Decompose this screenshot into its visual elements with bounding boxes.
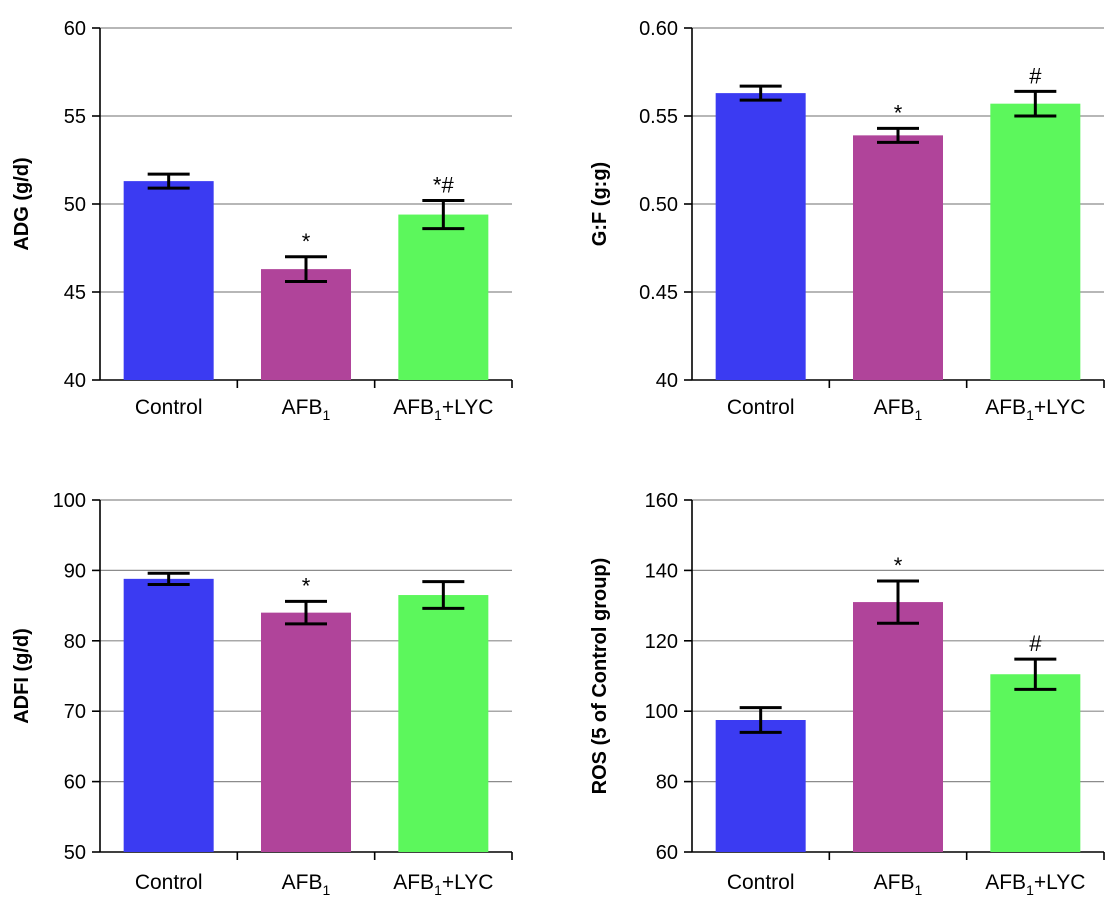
panel-ros: 60 80 100 120 140 160 ROS (5 of Control group)… bbox=[589, 490, 1105, 898]
category-name: AFB bbox=[282, 396, 323, 419]
category-suffix: +LYC bbox=[1034, 871, 1086, 894]
category-suffix: +LYC bbox=[442, 871, 494, 894]
y-axis-label: ROS (5 of Control group) bbox=[589, 558, 611, 795]
category-subscript: 1 bbox=[1026, 882, 1034, 898]
bar bbox=[123, 181, 214, 380]
x-category-label: Control bbox=[727, 396, 795, 419]
x-category-label: Control bbox=[135, 871, 203, 894]
y-tick-label: 55 bbox=[64, 106, 86, 128]
category-name: Control bbox=[727, 871, 795, 894]
y-tick-label: 120 bbox=[645, 631, 678, 653]
category-name: AFB bbox=[985, 396, 1026, 419]
significance-marker: # bbox=[1029, 63, 1042, 88]
bar bbox=[123, 578, 214, 852]
x-category-label: Control bbox=[135, 396, 203, 419]
category-name: AFB bbox=[874, 871, 915, 894]
y-tick-label: 70 bbox=[64, 701, 86, 723]
category-name: Control bbox=[135, 871, 203, 894]
x-category-label: Control bbox=[727, 871, 795, 894]
x-category-label: AFB1+LYC bbox=[393, 396, 493, 423]
category-name: AFB bbox=[985, 871, 1026, 894]
x-category-label: AFB1 bbox=[282, 871, 331, 898]
significance-marker: * bbox=[894, 553, 903, 578]
significance-marker: *# bbox=[433, 172, 455, 197]
y-tick-label: 80 bbox=[64, 631, 86, 653]
category-subscript: 1 bbox=[434, 882, 442, 898]
significance-marker: * bbox=[894, 100, 903, 125]
category-subscript: 1 bbox=[915, 407, 923, 423]
panel-gf: 400.450.500.550.60G:F (g:g)Control*AFB1#… bbox=[589, 18, 1105, 423]
bar bbox=[990, 674, 1081, 852]
x-category-label: AFB1 bbox=[874, 396, 923, 423]
significance-marker: * bbox=[302, 229, 311, 254]
bar bbox=[853, 602, 943, 852]
y-tick-label: 40 bbox=[656, 370, 678, 392]
category-suffix: +LYC bbox=[442, 396, 494, 419]
y-tick-label: 160 bbox=[645, 490, 678, 512]
bar bbox=[715, 720, 806, 852]
y-axis-label: ADFI (g/d) bbox=[11, 628, 33, 724]
category-subscript: 1 bbox=[323, 882, 331, 898]
y-tick-label: 60 bbox=[64, 18, 86, 40]
significance-marker: # bbox=[1029, 631, 1042, 656]
category-subscript: 1 bbox=[1026, 407, 1034, 423]
category-subscript: 1 bbox=[323, 407, 331, 423]
y-axis-label: ADG (g/d) bbox=[11, 157, 33, 250]
bar bbox=[261, 269, 351, 380]
category-name: AFB bbox=[393, 871, 434, 894]
y-tick-label: 0.55 bbox=[639, 106, 678, 128]
bar bbox=[398, 595, 489, 852]
y-tick-label: 90 bbox=[64, 560, 86, 582]
bar bbox=[261, 612, 351, 852]
category-suffix: +LYC bbox=[1034, 396, 1086, 419]
y-tick-label: 100 bbox=[53, 490, 86, 512]
y-tick-label: 60 bbox=[656, 842, 678, 864]
bar bbox=[715, 93, 806, 381]
bar bbox=[990, 103, 1081, 381]
significance-marker: * bbox=[302, 573, 311, 598]
category-subscript: 1 bbox=[915, 882, 923, 898]
bar bbox=[398, 214, 489, 380]
y-tick-label: 80 bbox=[656, 772, 678, 794]
x-category-label: AFB1 bbox=[282, 396, 331, 423]
y-tick-label: 40 bbox=[64, 370, 86, 392]
y-tick-label: 0.45 bbox=[639, 282, 678, 304]
x-category-label: AFB1+LYC bbox=[393, 871, 493, 898]
category-name: AFB bbox=[874, 396, 915, 419]
x-category-label: AFB1+LYC bbox=[985, 871, 1085, 898]
bar bbox=[853, 135, 943, 380]
y-axis-label: G:F (g:g) bbox=[589, 162, 611, 246]
x-category-label: AFB1+LYC bbox=[985, 396, 1085, 423]
category-name: AFB bbox=[393, 396, 434, 419]
y-tick-label: 50 bbox=[64, 842, 86, 864]
category-name: Control bbox=[135, 396, 203, 419]
category-name: AFB bbox=[282, 871, 323, 894]
y-tick-label: 0.50 bbox=[639, 194, 678, 216]
y-tick-label: 60 bbox=[64, 772, 86, 794]
y-tick-label: 45 bbox=[64, 282, 86, 304]
y-tick-label: 0.60 bbox=[639, 18, 678, 40]
x-category-label: AFB1 bbox=[874, 871, 923, 898]
y-tick-label: 140 bbox=[645, 560, 678, 582]
category-subscript: 1 bbox=[434, 407, 442, 423]
y-tick-label: 50 bbox=[64, 194, 86, 216]
category-name: Control bbox=[727, 396, 795, 419]
y-tick-label: 100 bbox=[645, 701, 678, 723]
